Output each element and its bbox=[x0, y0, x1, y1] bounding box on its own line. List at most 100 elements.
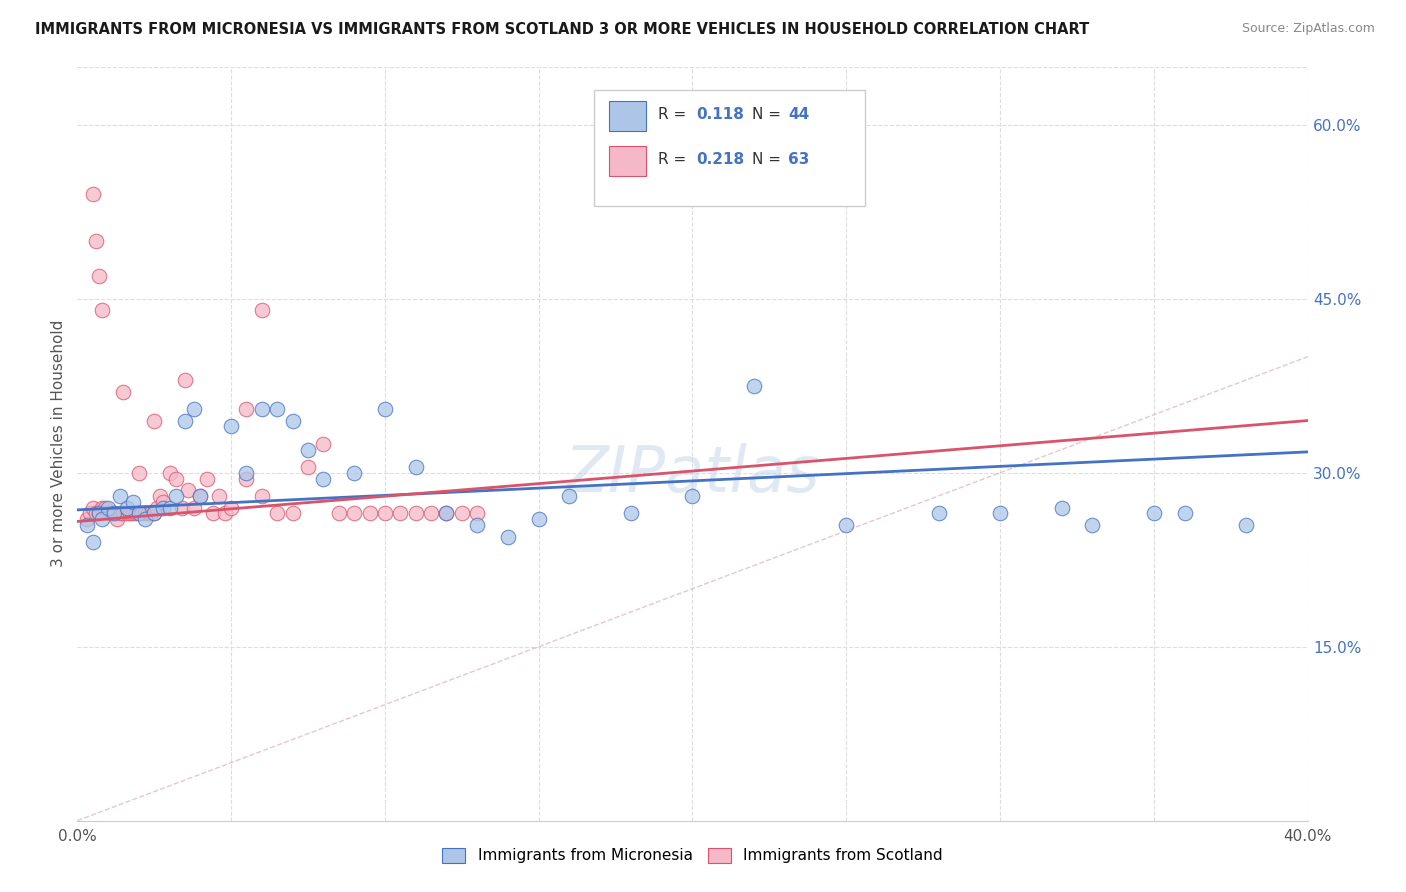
Point bbox=[266, 507, 288, 521]
Point bbox=[405, 460, 427, 475]
Point bbox=[374, 507, 396, 521]
Point bbox=[1081, 517, 1104, 532]
Point bbox=[128, 507, 150, 521]
Point bbox=[436, 507, 458, 521]
Point bbox=[174, 414, 197, 428]
Point bbox=[159, 466, 181, 480]
Legend: Immigrants from Micronesia, Immigrants from Scotland: Immigrants from Micronesia, Immigrants f… bbox=[436, 842, 949, 870]
Point bbox=[188, 489, 212, 503]
Point bbox=[170, 500, 193, 515]
Point bbox=[214, 507, 236, 521]
Point bbox=[183, 500, 205, 515]
Point bbox=[131, 507, 153, 521]
Point bbox=[143, 414, 166, 428]
Point bbox=[87, 507, 110, 521]
Point bbox=[208, 489, 231, 503]
Point bbox=[465, 517, 488, 532]
Point bbox=[82, 535, 104, 549]
Text: 0.218: 0.218 bbox=[696, 153, 744, 167]
Point bbox=[527, 512, 550, 526]
Point bbox=[1174, 507, 1197, 521]
Point bbox=[141, 507, 163, 521]
Point bbox=[1143, 507, 1166, 521]
Point bbox=[76, 517, 98, 532]
Point bbox=[90, 500, 114, 515]
Point bbox=[79, 507, 101, 521]
Point bbox=[90, 512, 114, 526]
Text: 44: 44 bbox=[789, 107, 810, 122]
Point bbox=[159, 500, 181, 515]
Point bbox=[620, 507, 643, 521]
Point bbox=[112, 507, 135, 521]
Point bbox=[436, 507, 458, 521]
Point bbox=[118, 507, 141, 521]
Point bbox=[219, 419, 242, 434]
Point bbox=[136, 507, 159, 521]
Point bbox=[281, 414, 304, 428]
Point bbox=[312, 437, 335, 451]
Point bbox=[235, 472, 257, 486]
Point bbox=[76, 512, 98, 526]
Point bbox=[90, 303, 114, 318]
Point bbox=[219, 500, 242, 515]
Point bbox=[105, 512, 128, 526]
Point bbox=[103, 507, 125, 521]
Point bbox=[165, 489, 187, 503]
Point bbox=[188, 489, 212, 503]
Point bbox=[183, 402, 205, 417]
FancyBboxPatch shape bbox=[595, 89, 865, 206]
Point bbox=[343, 507, 366, 521]
Point bbox=[100, 507, 122, 521]
Bar bbox=[609, 101, 645, 131]
Text: IMMIGRANTS FROM MICRONESIA VS IMMIGRANTS FROM SCOTLAND 3 OR MORE VEHICLES IN HOU: IMMIGRANTS FROM MICRONESIA VS IMMIGRANTS… bbox=[35, 22, 1090, 37]
Point bbox=[235, 466, 257, 480]
Bar bbox=[609, 146, 645, 177]
Point bbox=[312, 472, 335, 486]
Point bbox=[174, 373, 197, 387]
Point bbox=[110, 489, 132, 503]
Point bbox=[328, 507, 350, 521]
Point bbox=[195, 472, 218, 486]
Point bbox=[405, 507, 427, 521]
Point bbox=[250, 489, 273, 503]
Point bbox=[110, 507, 132, 521]
Y-axis label: 3 or more Vehicles in Household: 3 or more Vehicles in Household bbox=[51, 320, 66, 567]
Point bbox=[297, 460, 319, 475]
Point bbox=[297, 442, 319, 457]
Point bbox=[250, 303, 273, 318]
Text: N =: N = bbox=[752, 153, 786, 167]
Point bbox=[465, 507, 488, 521]
Point bbox=[125, 507, 148, 521]
Point bbox=[1050, 500, 1073, 515]
Point bbox=[201, 507, 224, 521]
Point bbox=[134, 507, 156, 521]
Point bbox=[235, 402, 257, 417]
Point bbox=[128, 466, 150, 480]
Point bbox=[281, 507, 304, 521]
Point bbox=[496, 530, 519, 544]
Point bbox=[84, 507, 107, 521]
Point bbox=[97, 507, 120, 521]
Point bbox=[115, 500, 138, 515]
Point bbox=[143, 507, 166, 521]
Text: ZIPatlas: ZIPatlas bbox=[565, 443, 820, 505]
Text: 63: 63 bbox=[789, 153, 810, 167]
Point bbox=[152, 494, 174, 508]
Point bbox=[87, 268, 110, 283]
Point bbox=[988, 507, 1011, 521]
Point bbox=[94, 500, 117, 515]
Point bbox=[165, 472, 187, 486]
Point bbox=[250, 402, 273, 417]
Point bbox=[374, 402, 396, 417]
Point bbox=[359, 507, 381, 521]
Point bbox=[835, 517, 858, 532]
Point bbox=[266, 402, 288, 417]
Point bbox=[682, 489, 704, 503]
Point bbox=[146, 500, 169, 515]
Text: R =: R = bbox=[658, 107, 692, 122]
Point bbox=[742, 379, 765, 393]
Point bbox=[115, 507, 138, 521]
Point bbox=[134, 512, 156, 526]
Point bbox=[928, 507, 950, 521]
Text: R =: R = bbox=[658, 153, 692, 167]
